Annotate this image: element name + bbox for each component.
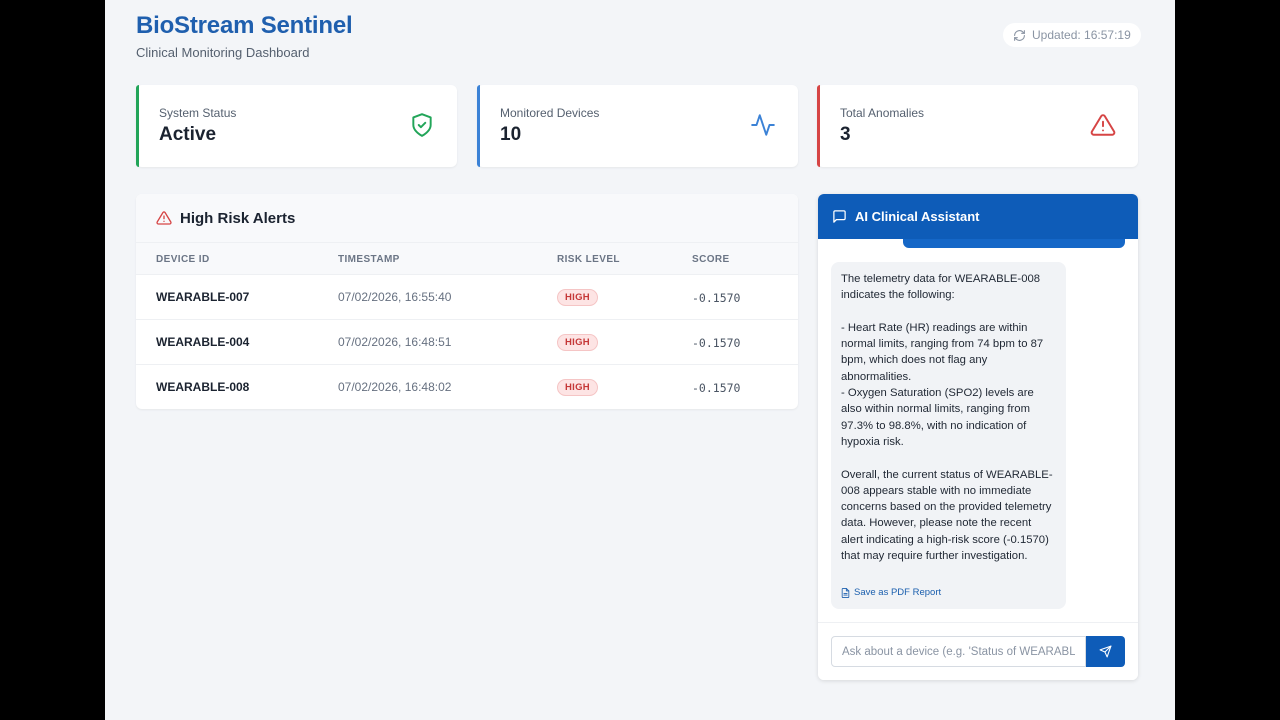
- alert-triangle-icon: [156, 211, 172, 225]
- risk-badge: HIGH: [557, 379, 598, 396]
- risk-badge: HIGH: [557, 334, 598, 351]
- chat-bubble-icon: [833, 210, 846, 223]
- stat-card-total-anomalies: Total Anomalies 3: [817, 85, 1138, 167]
- chat-input[interactable]: [831, 636, 1086, 667]
- refresh-icon: [1014, 29, 1025, 41]
- timestamp: 07/02/2026, 16:48:51: [338, 335, 452, 349]
- risk-badge: HIGH: [557, 289, 598, 306]
- table-row[interactable]: WEARABLE-007 07/02/2026, 16:55:40 HIGH -…: [136, 275, 798, 320]
- assistant-message-bubble: The telemetry data for WEARABLE-008 indi…: [831, 262, 1066, 609]
- activity-icon: [751, 114, 775, 136]
- send-icon: [1099, 645, 1112, 658]
- table-row[interactable]: WEARABLE-008 07/02/2026, 16:48:02 HIGH -…: [136, 365, 798, 409]
- score: -0.1570: [692, 381, 741, 395]
- updated-indicator[interactable]: Updated: 16:57:19: [1003, 23, 1141, 47]
- page-title: BioStream Sentinel: [136, 12, 353, 39]
- high-risk-alerts-panel: High Risk Alerts DEVICE ID TIMESTAMP RIS…: [136, 194, 798, 409]
- user-message-bubble: [903, 239, 1125, 248]
- stat-label: Total Anomalies: [840, 106, 925, 120]
- assistant-header: AI Clinical Assistant: [818, 194, 1138, 239]
- save-pdf-link[interactable]: Save as PDF Report: [841, 587, 941, 598]
- stat-card-system-status: System Status Active: [136, 85, 457, 167]
- page-header: BioStream Sentinel Clinical Monitoring D…: [136, 12, 353, 60]
- shield-check-icon: [412, 113, 432, 137]
- ai-assistant-panel: AI Clinical Assistant The telemetry data…: [818, 194, 1138, 680]
- stat-value: 10: [500, 124, 522, 145]
- timestamp: 07/02/2026, 16:55:40: [338, 290, 452, 304]
- dashboard-viewport: BioStream Sentinel Clinical Monitoring D…: [105, 0, 1175, 720]
- stat-accent-bar: [136, 85, 139, 167]
- assistant-message-text: The telemetry data for WEARABLE-008 indi…: [841, 273, 1053, 563]
- score: -0.1570: [692, 291, 741, 305]
- stat-value: Active: [159, 124, 217, 145]
- column-header-timestamp: TIMESTAMP: [338, 254, 400, 265]
- device-id: WEARABLE-004: [156, 335, 250, 349]
- alerts-header: High Risk Alerts: [136, 194, 798, 243]
- device-id: WEARABLE-007: [156, 290, 250, 304]
- stat-value: 3: [840, 124, 851, 145]
- column-header-score: SCORE: [692, 254, 730, 265]
- table-header: DEVICE ID TIMESTAMP RISK LEVEL SCORE: [136, 243, 798, 275]
- assistant-title: AI Clinical Assistant: [855, 209, 980, 224]
- stat-label: System Status: [159, 106, 237, 120]
- file-icon: [841, 587, 850, 598]
- timestamp: 07/02/2026, 16:48:02: [338, 380, 452, 394]
- column-header-device-id: DEVICE ID: [156, 254, 210, 265]
- alert-triangle-icon: [1090, 114, 1116, 136]
- column-header-risk-level: RISK LEVEL: [557, 254, 620, 265]
- alerts-title: High Risk Alerts: [180, 209, 296, 227]
- score: -0.1570: [692, 336, 741, 350]
- table-row[interactable]: WEARABLE-004 07/02/2026, 16:48:51 HIGH -…: [136, 320, 798, 365]
- save-pdf-label: Save as PDF Report: [854, 587, 942, 598]
- updated-time: Updated: 16:57:19: [1032, 28, 1131, 42]
- send-button[interactable]: [1086, 636, 1125, 667]
- stat-label: Monitored Devices: [500, 106, 600, 120]
- page-subtitle: Clinical Monitoring Dashboard: [136, 45, 310, 60]
- stat-accent-bar: [477, 85, 480, 167]
- chat-input-area: [818, 622, 1138, 680]
- stat-accent-bar: [817, 85, 820, 167]
- stat-card-monitored-devices: Monitored Devices 10: [477, 85, 798, 167]
- device-id: WEARABLE-008: [156, 380, 250, 394]
